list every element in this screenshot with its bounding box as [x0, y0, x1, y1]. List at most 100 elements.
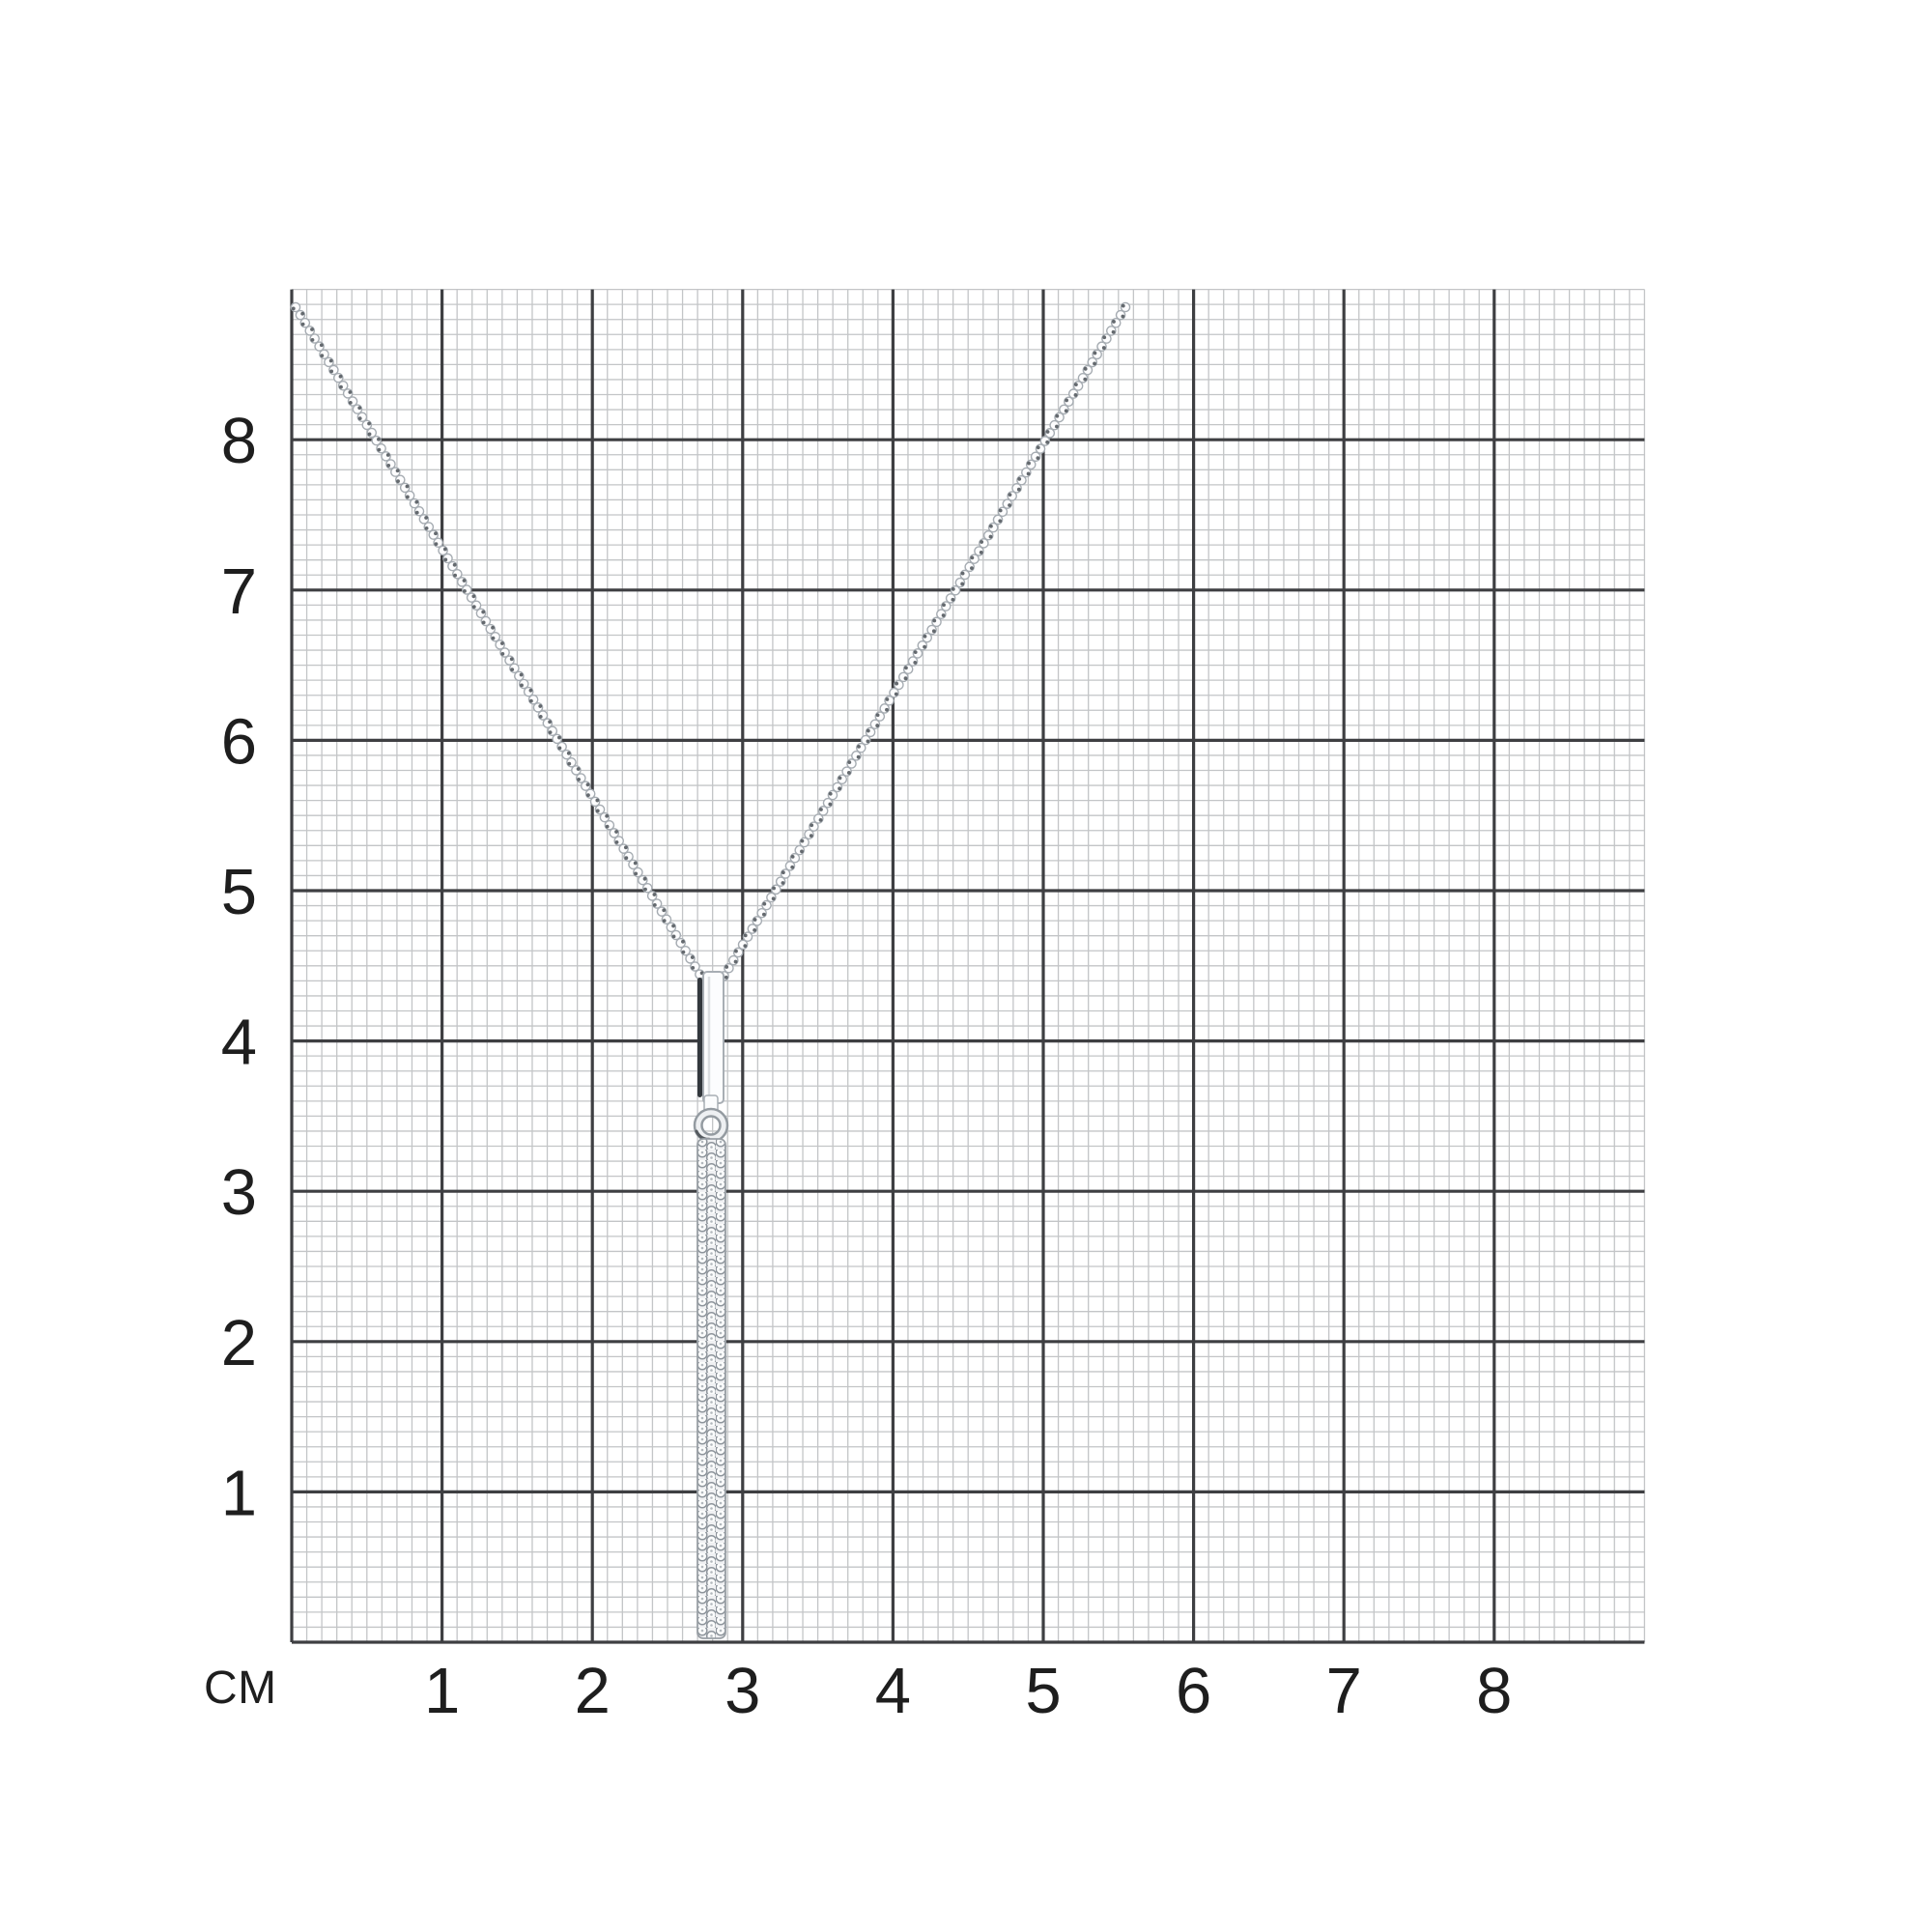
chain-bead-facet: [1111, 329, 1116, 334]
chain-bead-facet: [406, 495, 410, 499]
chain-bead-facet: [875, 713, 880, 718]
chain-bead-facet: [471, 594, 476, 599]
x-axis-label-1: 1: [424, 1655, 460, 1727]
chain-bead-facet: [1121, 303, 1125, 308]
chain-bead-facet: [866, 739, 870, 744]
chain-bead-facet: [988, 534, 993, 539]
chain-bead-facet: [1112, 320, 1116, 324]
x-axis-label-4: 4: [875, 1655, 911, 1727]
chain-bead-facet: [1073, 393, 1078, 397]
chain-bead-facet: [885, 697, 890, 701]
chain-bead-facet: [338, 374, 343, 379]
chain-bead-facet: [733, 959, 738, 964]
chain-bead-facet: [1055, 413, 1060, 418]
chain-bead-facet: [395, 469, 400, 473]
chain-bead-facet: [828, 791, 833, 796]
chain-bead-facet: [557, 735, 561, 740]
chain-bead-facet: [989, 524, 993, 528]
chain-bead-facet: [762, 901, 767, 906]
chain-bead-facet: [386, 463, 391, 468]
chain-bead-facet: [442, 547, 447, 552]
chain-bead-facet: [690, 955, 695, 959]
chain-bead-facet: [652, 902, 657, 907]
chain-bead-facet: [1008, 493, 1012, 497]
chain-bead-facet: [913, 650, 918, 654]
chain-bead-facet: [329, 369, 334, 374]
chain-bead-facet: [300, 311, 305, 316]
chain-bead-facet: [310, 337, 315, 342]
y-axis-label-3: 3: [221, 1156, 257, 1229]
chain-bead-facet: [913, 661, 918, 665]
chain-bead-facet: [1093, 351, 1097, 355]
chain-bead-facet: [743, 933, 748, 938]
bail-tube: [702, 971, 724, 1104]
chain-bead-facet: [951, 587, 955, 591]
chain-bead-facet: [1101, 346, 1106, 350]
chain-bead-facet: [452, 562, 457, 567]
chain-bead-facet: [528, 688, 533, 693]
chain-bead-facet: [405, 484, 410, 489]
chain-bead-facet: [753, 918, 757, 922]
x-axis-label-3: 3: [724, 1655, 760, 1727]
chain-bead-facet: [548, 720, 553, 724]
chain-bead-facet: [753, 927, 757, 932]
chain-bead-facet: [838, 786, 841, 791]
chain-bead-facet: [538, 714, 543, 719]
chain-bead-facet: [377, 437, 381, 441]
axis-unit-label: СМ: [204, 1662, 277, 1714]
chain-bead-facet: [1064, 409, 1068, 413]
chain-bead-facet: [1093, 361, 1096, 366]
chain-bead-facet: [462, 579, 467, 582]
y-axis-label-1: 1: [221, 1457, 257, 1529]
chain-left-branch: [290, 301, 705, 980]
chain-bead-facet: [662, 908, 667, 913]
chain-bead-facet: [471, 605, 476, 610]
necklace: [290, 301, 1131, 1639]
chain-bead-facet: [980, 540, 984, 544]
pave-bar-pendant: [696, 1138, 726, 1639]
chain-bead-facet: [396, 479, 400, 484]
chain-bead-facet: [623, 845, 628, 850]
chain-bead-facet: [885, 707, 889, 712]
chain-bead-facet: [932, 618, 937, 623]
chain-bead-facet: [424, 526, 429, 530]
chain-bead-facet: [998, 519, 1003, 524]
chain-bead-facet: [1055, 424, 1059, 429]
chain-bead-facet: [818, 817, 823, 822]
chain-bead-facet: [671, 923, 675, 928]
chain-bead-facet: [624, 856, 629, 861]
chain-bead-facet: [724, 975, 728, 980]
chain-bead-facet: [894, 692, 898, 696]
chain-bead-facet: [856, 754, 861, 759]
chain-bead-facet: [1045, 430, 1050, 434]
chain-bead-facet: [1008, 503, 1011, 507]
chain-bead-facet: [1017, 476, 1022, 481]
grid-minor-lines: [292, 288, 1646, 1642]
chain-bead-facet: [1016, 487, 1021, 492]
y-axis-label-8: 8: [221, 405, 257, 477]
grid-major-lines: [290, 289, 1645, 1644]
chain-bead-facet: [614, 839, 619, 844]
chain-bead-facet: [1083, 366, 1088, 371]
chain-bead-facet: [923, 644, 926, 649]
chain-bead-facet: [761, 912, 766, 917]
chain-bead-facet: [743, 944, 748, 949]
x-axis-label-8: 8: [1476, 1655, 1512, 1727]
chain-bead-facet: [385, 453, 390, 457]
chain-bead-facet: [681, 950, 686, 954]
chain-bead-facet: [463, 588, 467, 593]
chain-bead-facet: [348, 390, 353, 394]
chain-bead-facet: [1073, 383, 1078, 387]
chain-bead-facet: [970, 566, 974, 571]
chain-bead-facet: [979, 550, 983, 554]
chain-bead-facet: [942, 603, 946, 608]
chain-bead-facet: [548, 730, 553, 735]
chain-bead-facet: [491, 636, 496, 640]
chain-bead-facet: [319, 343, 324, 348]
chain-bead-facet: [998, 508, 1003, 513]
chain-bead-facet: [960, 571, 965, 576]
chain-bead-facet: [499, 641, 504, 645]
chain-bead-facet: [903, 676, 908, 681]
chain-bead-facet: [931, 629, 936, 634]
chain-bead-facet: [857, 744, 861, 749]
